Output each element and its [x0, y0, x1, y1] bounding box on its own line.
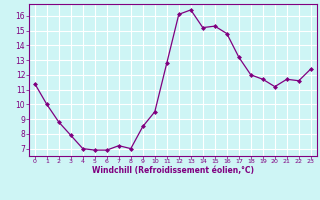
X-axis label: Windchill (Refroidissement éolien,°C): Windchill (Refroidissement éolien,°C) [92, 166, 254, 175]
